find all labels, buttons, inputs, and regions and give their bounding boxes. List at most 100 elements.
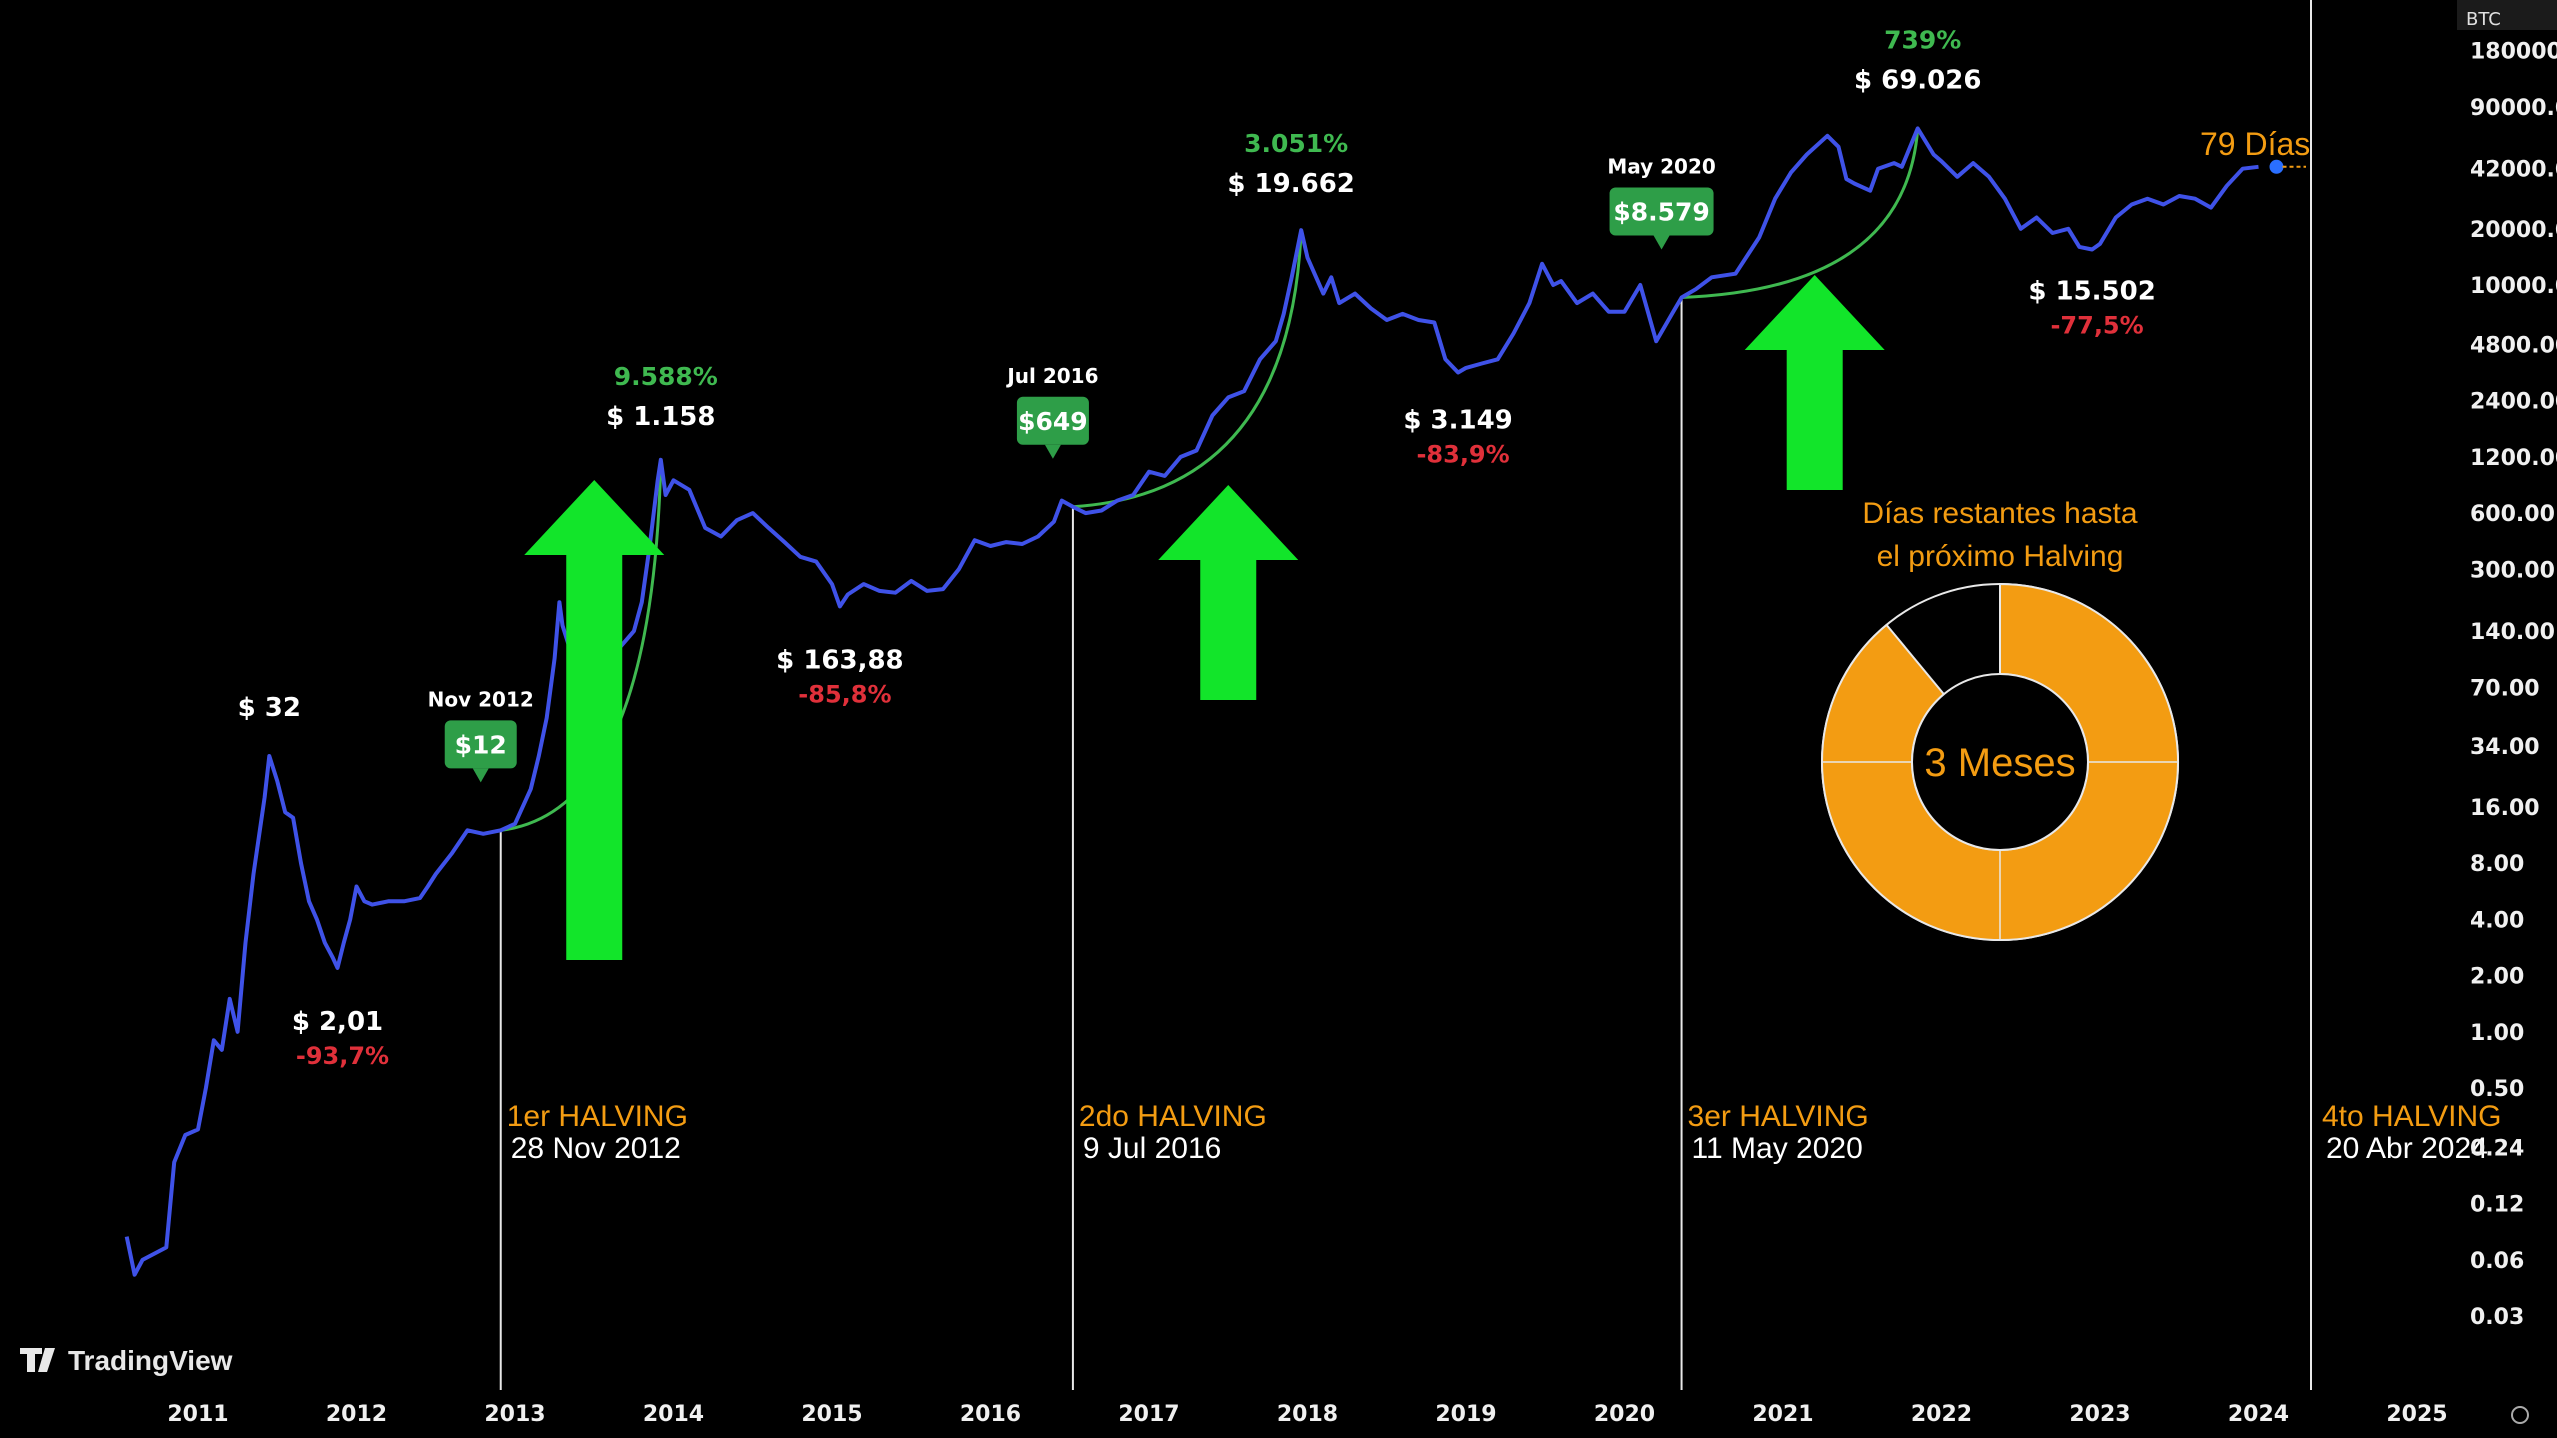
halving-markers: Nov 2012 $12 Jul 2016 $649 May 2020 $8.579 [428, 154, 1716, 783]
x-tick-label: 2024 [2228, 1402, 2289, 1427]
extreme-labels: $ 32 $ 1.158 9.588% $ 19.662 3.051% $ 69.026 7… [238, 25, 2156, 1070]
up-arrow-icon [524, 480, 665, 960]
x-tick-label: 2019 [1435, 1402, 1496, 1427]
y-tick-label: 1.00 [2470, 1021, 2524, 1046]
donut-center-label: 3 Meses [1924, 741, 2075, 785]
peak-gain: 3.051% [1244, 129, 1348, 158]
trough-price: $ 2,01 [292, 1007, 383, 1037]
trough-price: $ 163,88 [776, 645, 903, 675]
x-tick-label: 2016 [960, 1402, 1021, 1427]
y-tick-label: 600.00 [2470, 502, 2555, 527]
peak-price: $ 19.662 [1227, 169, 1354, 199]
countdown-label: 79 Días [2200, 126, 2310, 162]
halving-title: 1er HALVING [507, 1100, 688, 1133]
x-tick-label: 2012 [326, 1402, 387, 1427]
marker-value: $649 [1018, 407, 1088, 436]
y-tick-label: 2400.00 [2470, 390, 2557, 415]
halving-title: 4to HALVING [2322, 1100, 2502, 1133]
donut-title-2: el próximo Halving [1877, 540, 2124, 573]
trough-drop: -77,5% [2050, 311, 2143, 339]
y-tick-label: 8.00 [2470, 852, 2524, 877]
trough-drop: -93,7% [296, 1042, 389, 1070]
y-tick-label: 300.00 [2470, 558, 2555, 583]
y-tick-label: 0.24 [2470, 1137, 2524, 1162]
y-tick-label: 0.12 [2470, 1193, 2524, 1218]
halving-marker: Jul 2016 $649 [1005, 364, 1099, 459]
trough-price: $ 3.149 [1403, 406, 1512, 436]
y-tick-label: 34.00 [2470, 735, 2540, 760]
y-tick-label: 1200.00 [2470, 446, 2557, 471]
peak-price: $ 1.158 [606, 402, 715, 432]
halving-marker: May 2020 $8.579 [1607, 154, 1716, 250]
y-tick-label: 2.00 [2470, 965, 2524, 990]
x-tick-label: 2023 [2069, 1402, 2130, 1427]
brand-label: TradingView [68, 1345, 233, 1376]
x-tick-label: 2022 [1911, 1402, 1972, 1427]
y-tick-label: 0.50 [2470, 1077, 2524, 1102]
peak-gain: 9.588% [614, 362, 718, 391]
marker-badge [1016, 396, 1089, 445]
halving-title: 3er HALVING [1688, 1100, 1869, 1133]
symbol-label: BTC [2466, 9, 2501, 30]
symbol-box [2457, 0, 2557, 30]
settings-icon[interactable] [2511, 1406, 2529, 1424]
donut-hole [1911, 673, 2089, 851]
halving-title: 2do HALVING [1079, 1100, 1267, 1133]
marker-date: May 2020 [1607, 154, 1715, 178]
halving-lines [499, 0, 2312, 1390]
price-series [124, 126, 2306, 1277]
x-tick-label: 2018 [1277, 1402, 1338, 1427]
donut-title-1: Días restantes hasta [1862, 497, 2137, 530]
marker-value: $12 [455, 730, 507, 759]
x-tick-label: 2014 [643, 1402, 704, 1427]
y-tick-label: 140.00 [2470, 620, 2555, 645]
growth-arrows [524, 275, 1885, 960]
tradingview-icon [20, 1348, 55, 1372]
tradingview-logo[interactable]: TradingView [20, 1345, 233, 1376]
x-tick-label: 2015 [801, 1402, 862, 1427]
y-tick-label: 0.03 [2470, 1305, 2524, 1330]
halving-marker: Nov 2012 $12 [428, 687, 534, 783]
x-tick-label: 2021 [1752, 1402, 1813, 1427]
peak-gain: 739% [1884, 25, 1961, 54]
y-axis: 180000.00 90000.00 42000.00 20000.00 10000.0… [2457, 0, 2557, 1330]
y-tick-label: 70.00 [2470, 676, 2540, 701]
marker-value: $8.579 [1613, 197, 1709, 226]
x-tick-label: 2025 [2386, 1402, 2447, 1427]
peak-price: $ 69.026 [1854, 65, 1981, 95]
x-tick-label: 2017 [1118, 1402, 1179, 1427]
y-tick-label: 20000.00 [2470, 218, 2557, 243]
marker-badge [444, 720, 517, 769]
x-tick-label: 2013 [484, 1402, 545, 1427]
current-price-dot [2269, 159, 2284, 174]
x-tick-label: 2020 [1594, 1402, 1655, 1427]
y-tick-label: 180000.00 [2470, 40, 2557, 65]
halving-date: 28 Nov 2012 [511, 1132, 681, 1165]
halving-date: 9 Jul 2016 [1083, 1132, 1221, 1165]
y-tick-label: 0.06 [2470, 1249, 2524, 1274]
marker-date: Nov 2012 [428, 687, 534, 711]
halving-date: 11 May 2020 [1692, 1132, 1863, 1165]
growth-arc [1681, 128, 1920, 299]
marker-pointer [472, 768, 489, 783]
y-tick-label: 4.00 [2470, 908, 2524, 933]
peak-price: $ 32 [238, 693, 301, 723]
marker-pointer [1044, 444, 1061, 459]
x-tick-label: 2011 [167, 1402, 228, 1427]
price-line [124, 126, 2259, 1277]
y-tick-label: 16.00 [2470, 796, 2540, 821]
y-tick-label: 42000.00 [2470, 158, 2557, 183]
halving-donut: Días restantes hasta el próximo Halving 3 … [1821, 497, 2179, 941]
trough-price: $ 15.502 [2028, 276, 2155, 306]
up-arrow-icon [1158, 485, 1299, 700]
y-tick-label: 90000.00 [2470, 96, 2557, 121]
halving-date: 20 Abr 2024 [2326, 1132, 2488, 1165]
y-tick-label: 10000.00 [2470, 274, 2557, 299]
marker-pointer [1653, 235, 1670, 250]
x-axis: 2011 2012 2013 2014 2015 2016 2017 2018 2019 2020… [167, 1402, 2529, 1427]
trough-drop: -85,8% [798, 680, 891, 708]
y-tick-label: 4800.00 [2470, 334, 2557, 359]
up-arrow-icon [1744, 275, 1885, 490]
